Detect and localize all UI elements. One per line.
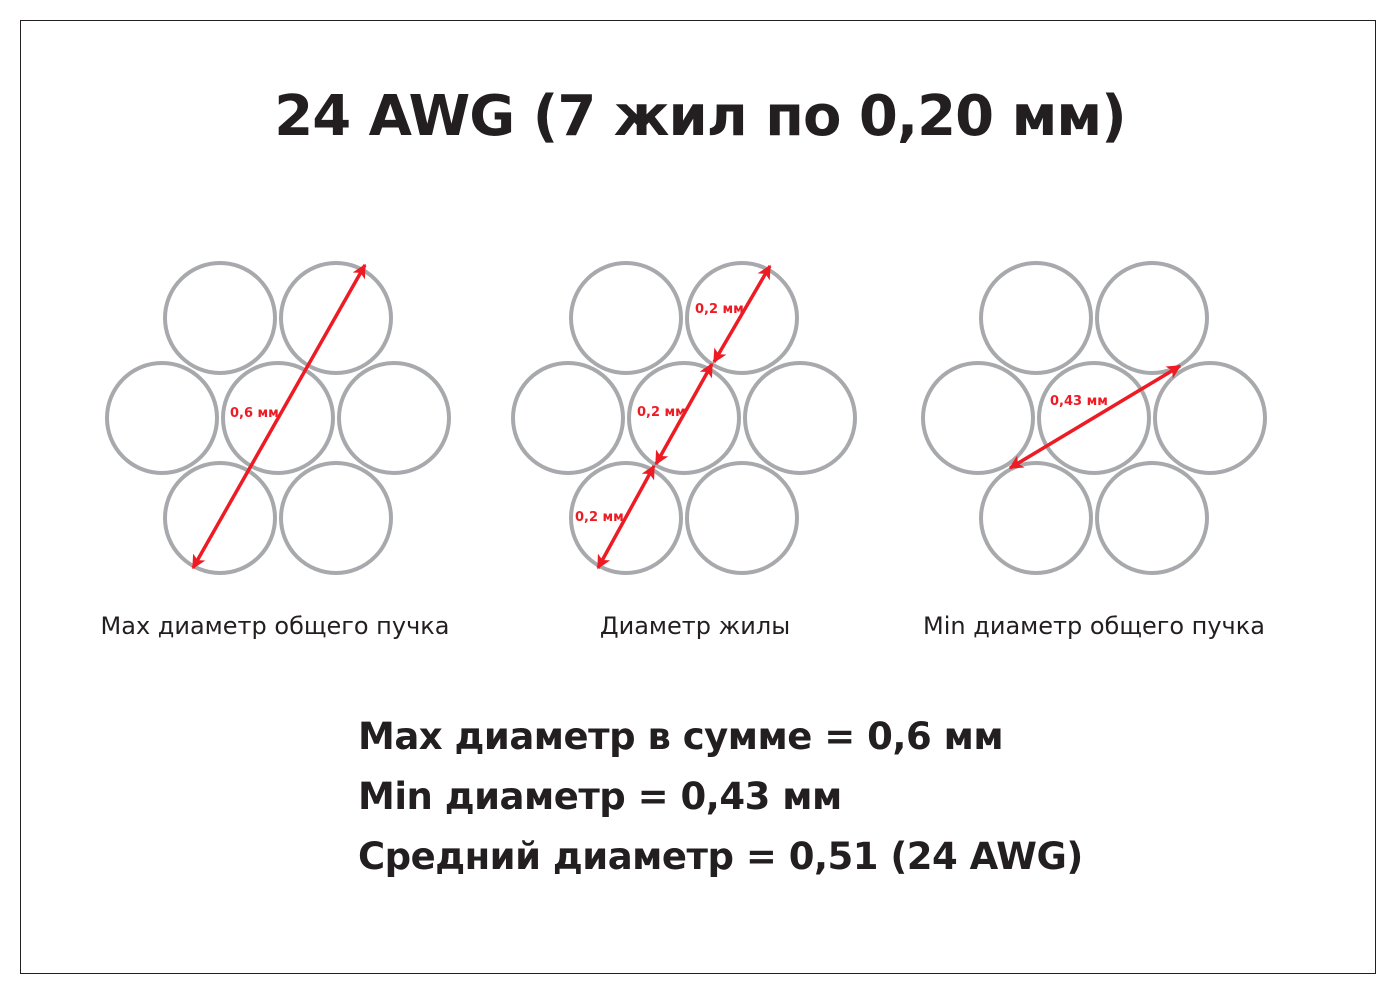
wire-strand-circle bbox=[979, 261, 1093, 375]
dimension-label: 0,2 мм bbox=[695, 302, 744, 317]
wire-strand-circle bbox=[569, 461, 683, 575]
dimension-arrow bbox=[191, 263, 367, 570]
wire-strand-circle bbox=[569, 261, 683, 375]
wire-strand-circle bbox=[1095, 461, 1209, 575]
wire-strand-circle bbox=[1095, 261, 1209, 375]
wire-strand-circle bbox=[979, 461, 1093, 575]
dimension-label: 0,6 мм bbox=[230, 406, 279, 421]
caption-max-diameter: Max диаметр общего пучка bbox=[100, 612, 450, 640]
wire-strand-circle bbox=[743, 361, 857, 475]
wire-strand-circle bbox=[685, 261, 799, 375]
caption-wire-diameter: Диаметр жилы bbox=[599, 612, 791, 640]
dimension-arrow bbox=[1008, 364, 1182, 470]
dimension-arrow bbox=[712, 264, 772, 364]
wire-strand-circle bbox=[337, 361, 451, 475]
wire-strand-circle bbox=[279, 461, 393, 575]
wire-strand-circle bbox=[163, 261, 277, 375]
caption-min-diameter: Min диаметр общего пучка bbox=[923, 612, 1265, 640]
dimension-label: 0,43 мм bbox=[1050, 394, 1108, 409]
wire-strand-circle bbox=[105, 361, 219, 475]
summary-max: Max диаметр в сумме = 0,6 мм bbox=[358, 715, 1004, 758]
wire-strand-circle bbox=[921, 361, 1035, 475]
dimension-arrow bbox=[654, 362, 714, 466]
wire-strand-circle bbox=[511, 361, 625, 475]
dimension-label: 0,2 мм bbox=[575, 510, 624, 525]
wire-strand-circle bbox=[685, 461, 799, 575]
summary-average: Средний диаметр = 0,51 (24 AWG) bbox=[358, 835, 1083, 878]
summary-min: Min диаметр = 0,43 мм bbox=[358, 775, 842, 818]
dimension-label: 0,2 мм bbox=[637, 405, 686, 420]
dimension-arrow bbox=[596, 464, 656, 570]
wire-strand-circle bbox=[1153, 361, 1267, 475]
page-title: 24 AWG (7 жил по 0,20 мм) bbox=[274, 84, 1126, 149]
border-frame bbox=[20, 20, 1376, 974]
